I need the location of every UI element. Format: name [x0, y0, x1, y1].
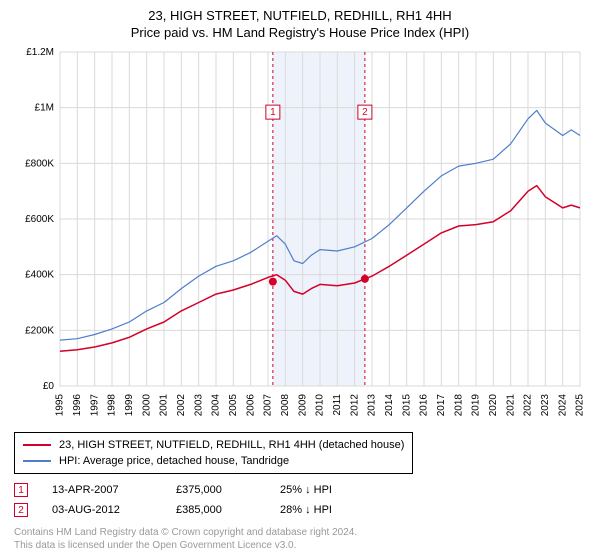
- footer: Contains HM Land Registry data © Crown c…: [14, 526, 586, 552]
- title-subtitle: Price paid vs. HM Land Registry's House …: [14, 25, 586, 40]
- svg-text:2005: 2005: [228, 394, 239, 417]
- svg-text:2022: 2022: [523, 394, 534, 417]
- svg-text:£400K: £400K: [25, 270, 54, 281]
- svg-text:2023: 2023: [540, 394, 551, 417]
- svg-text:2004: 2004: [211, 394, 222, 417]
- sale-price: £375,000: [176, 484, 256, 496]
- svg-text:1995: 1995: [55, 394, 66, 417]
- svg-text:2021: 2021: [505, 394, 516, 417]
- sale-delta: 28% ↓ HPI: [280, 504, 380, 516]
- svg-text:2008: 2008: [280, 394, 291, 417]
- svg-text:2017: 2017: [436, 394, 447, 417]
- svg-text:2: 2: [362, 107, 368, 118]
- sale-marker-icon: 1: [14, 483, 28, 497]
- svg-text:£1.2M: £1.2M: [26, 47, 54, 58]
- svg-text:2011: 2011: [332, 394, 343, 416]
- sale-marker-number: 2: [18, 505, 24, 516]
- sale-marker-number: 1: [18, 485, 24, 496]
- line-chart-svg: £0 £200K £400K £600K £800K £1M £1.2M 1995 1996 19…: [14, 46, 586, 426]
- legend-swatch: [23, 444, 51, 446]
- svg-text:2006: 2006: [245, 394, 256, 417]
- svg-text:2019: 2019: [471, 394, 482, 417]
- svg-text:2000: 2000: [141, 394, 152, 417]
- svg-text:2014: 2014: [384, 394, 395, 417]
- legend-label: HPI: Average price, detached house, Tand…: [59, 455, 289, 467]
- footer-line: Contains HM Land Registry data © Crown c…: [14, 526, 586, 539]
- footer-line: This data is licensed under the Open Gov…: [14, 539, 586, 552]
- svg-text:2024: 2024: [557, 394, 568, 417]
- svg-text:2018: 2018: [453, 394, 464, 417]
- sale-date: 13-APR-2007: [52, 484, 152, 496]
- svg-text:2003: 2003: [193, 394, 204, 417]
- sale-price: £385,000: [176, 504, 256, 516]
- svg-text:£0: £0: [43, 381, 55, 392]
- sales-row: 2 03-AUG-2012 £385,000 28% ↓ HPI: [14, 500, 586, 520]
- chart-container: 23, HIGH STREET, NUTFIELD, REDHILL, RH1 …: [0, 0, 600, 560]
- svg-text:1999: 1999: [124, 394, 135, 417]
- svg-text:£600K: £600K: [25, 214, 54, 225]
- svg-text:2025: 2025: [575, 394, 586, 417]
- sale-delta: 25% ↓ HPI: [280, 484, 380, 496]
- svg-text:1998: 1998: [107, 394, 118, 417]
- sales-row: 1 13-APR-2007 £375,000 25% ↓ HPI: [14, 480, 586, 500]
- legend-item: 23, HIGH STREET, NUTFIELD, REDHILL, RH1 …: [23, 437, 404, 453]
- svg-text:£800K: £800K: [25, 158, 54, 169]
- svg-text:2015: 2015: [401, 394, 412, 417]
- sales-table: 1 13-APR-2007 £375,000 25% ↓ HPI 2 03-AU…: [14, 480, 586, 520]
- svg-text:1997: 1997: [89, 394, 100, 417]
- title-block: 23, HIGH STREET, NUTFIELD, REDHILL, RH1 …: [14, 8, 586, 40]
- svg-text:2020: 2020: [488, 394, 499, 417]
- svg-text:£200K: £200K: [25, 325, 54, 336]
- title-address: 23, HIGH STREET, NUTFIELD, REDHILL, RH1 …: [14, 8, 586, 23]
- legend-swatch: [23, 460, 51, 462]
- legend-label: 23, HIGH STREET, NUTFIELD, REDHILL, RH1 …: [59, 439, 404, 451]
- sale-date: 03-AUG-2012: [52, 504, 152, 516]
- svg-text:2007: 2007: [263, 394, 274, 417]
- svg-text:2010: 2010: [315, 394, 326, 417]
- svg-text:2016: 2016: [419, 394, 430, 417]
- svg-text:1: 1: [270, 107, 276, 118]
- sale-marker-icon: 2: [14, 503, 28, 517]
- plot-area: £0 £200K £400K £600K £800K £1M £1.2M 1995 1996 19…: [14, 46, 586, 426]
- svg-text:2009: 2009: [297, 394, 308, 417]
- svg-text:£1M: £1M: [35, 103, 54, 114]
- legend-item: HPI: Average price, detached house, Tand…: [23, 453, 404, 469]
- svg-text:2013: 2013: [367, 394, 378, 417]
- svg-text:2002: 2002: [176, 394, 187, 417]
- svg-text:1996: 1996: [72, 394, 83, 417]
- legend: 23, HIGH STREET, NUTFIELD, REDHILL, RH1 …: [14, 432, 413, 474]
- svg-text:2001: 2001: [159, 394, 170, 417]
- svg-text:2012: 2012: [349, 394, 360, 417]
